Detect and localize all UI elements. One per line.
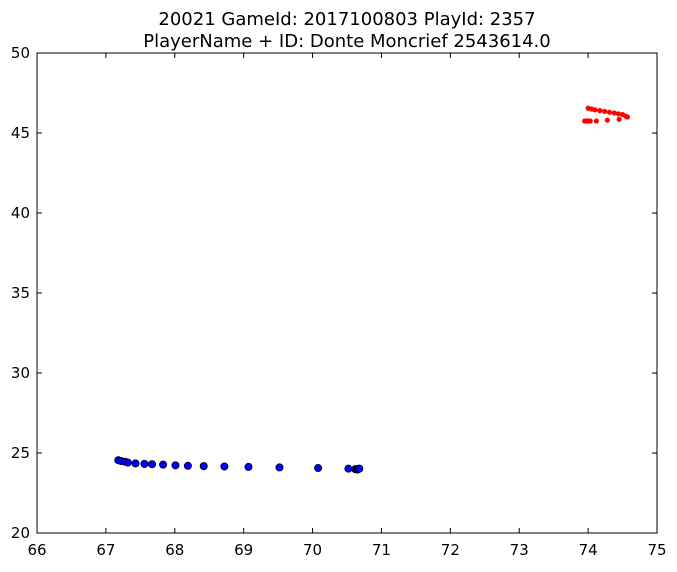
x-tick-label: 70 bbox=[303, 541, 322, 559]
data-point bbox=[314, 464, 323, 473]
data-point bbox=[611, 110, 617, 116]
data-point bbox=[220, 462, 229, 471]
data-point bbox=[604, 117, 611, 123]
data-point bbox=[587, 118, 593, 124]
y-tick-label: 40 bbox=[11, 204, 30, 222]
data-point bbox=[140, 459, 149, 468]
y-tick-label: 25 bbox=[11, 444, 30, 462]
y-tick-label: 20 bbox=[11, 524, 30, 542]
chart-title-line2: PlayerName + ID: Donte Moncrief 2543614.… bbox=[143, 31, 550, 52]
x-tick-label: 66 bbox=[27, 541, 46, 559]
data-point bbox=[148, 460, 157, 469]
data-point bbox=[183, 461, 192, 470]
data-points bbox=[114, 105, 630, 474]
data-point bbox=[344, 464, 353, 473]
data-point bbox=[624, 114, 630, 120]
x-tick-label: 69 bbox=[234, 541, 253, 559]
data-point bbox=[606, 109, 613, 115]
data-point bbox=[593, 118, 599, 124]
series-2 bbox=[582, 105, 630, 124]
y-tick-label: 35 bbox=[11, 284, 30, 302]
data-point bbox=[123, 458, 132, 467]
x-tick-label: 75 bbox=[647, 541, 666, 559]
data-point bbox=[199, 462, 208, 471]
y-tick-label: 50 bbox=[11, 44, 30, 62]
y-tick-label: 30 bbox=[11, 364, 30, 382]
data-point bbox=[171, 461, 180, 470]
data-point bbox=[615, 111, 622, 117]
data-point bbox=[131, 459, 140, 468]
plot-frame bbox=[36, 52, 658, 534]
y-tick-label: 45 bbox=[11, 124, 30, 142]
data-point bbox=[597, 108, 603, 114]
x-tick-label: 74 bbox=[579, 541, 598, 559]
axes: 66 67 68 69 70 71 72 73 74 75 20 25 30 35 40 45 50 bbox=[11, 44, 667, 559]
data-point bbox=[592, 107, 598, 113]
data-point bbox=[355, 464, 364, 473]
x-tick-label: 71 bbox=[372, 541, 391, 559]
data-point bbox=[244, 462, 253, 471]
x-tick-label: 73 bbox=[510, 541, 529, 559]
data-point bbox=[602, 108, 608, 115]
series-1 bbox=[114, 456, 364, 474]
data-point bbox=[159, 460, 168, 469]
data-point bbox=[616, 116, 622, 123]
x-tick-label: 67 bbox=[96, 541, 115, 559]
x-tick-label: 72 bbox=[441, 541, 460, 559]
data-point bbox=[275, 463, 284, 472]
x-tick-label: 68 bbox=[165, 541, 184, 559]
chart-title-line1: 20021 GameId: 2017100803 PlayId: 2357 bbox=[158, 9, 535, 30]
